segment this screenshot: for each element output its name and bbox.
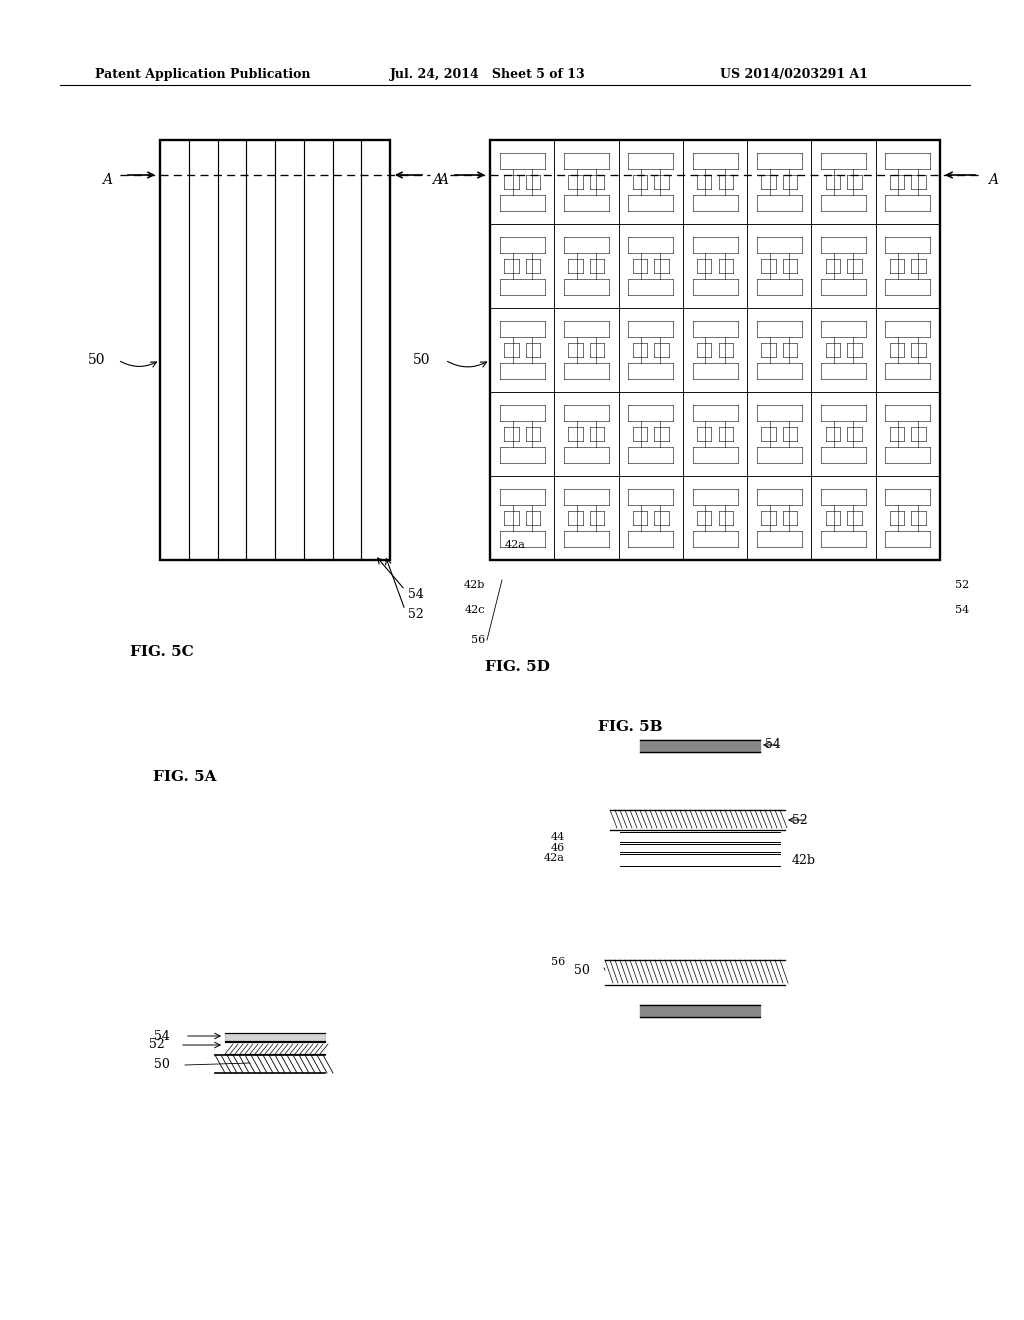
Text: FIG. 5D: FIG. 5D xyxy=(485,660,550,675)
Text: 42c: 42c xyxy=(465,605,485,615)
Text: FIG. 5C: FIG. 5C xyxy=(130,645,194,659)
Text: 54: 54 xyxy=(765,738,781,751)
Text: 56: 56 xyxy=(551,957,565,968)
Text: 52: 52 xyxy=(955,579,970,590)
Text: 42a: 42a xyxy=(505,540,526,550)
Text: US 2014/0203291 A1: US 2014/0203291 A1 xyxy=(720,69,868,81)
Text: A: A xyxy=(432,173,442,187)
Text: 54: 54 xyxy=(955,605,970,615)
Text: 46: 46 xyxy=(551,843,565,853)
Text: FIG. 5A: FIG. 5A xyxy=(154,770,217,784)
Text: 50: 50 xyxy=(87,352,105,367)
Text: A: A xyxy=(988,173,998,187)
Text: 44: 44 xyxy=(551,832,565,842)
Text: 52: 52 xyxy=(792,813,808,826)
Text: Patent Application Publication: Patent Application Publication xyxy=(95,69,310,81)
Text: 50: 50 xyxy=(413,352,430,367)
Text: 50: 50 xyxy=(155,1059,170,1072)
Text: 54: 54 xyxy=(408,589,424,602)
Text: 56: 56 xyxy=(471,635,485,645)
Text: 54: 54 xyxy=(155,1030,170,1043)
Text: 42a: 42a xyxy=(544,853,565,863)
Bar xyxy=(490,140,940,560)
Text: FIG. 5B: FIG. 5B xyxy=(598,719,663,734)
Bar xyxy=(160,140,390,560)
Text: A: A xyxy=(102,173,112,187)
Text: 50: 50 xyxy=(574,964,590,977)
Text: 42b: 42b xyxy=(792,854,816,866)
Text: 52: 52 xyxy=(408,609,424,622)
Text: Jul. 24, 2014   Sheet 5 of 13: Jul. 24, 2014 Sheet 5 of 13 xyxy=(390,69,586,81)
Text: 42b: 42b xyxy=(464,579,485,590)
Text: A: A xyxy=(438,173,449,187)
Text: 52: 52 xyxy=(150,1039,165,1052)
